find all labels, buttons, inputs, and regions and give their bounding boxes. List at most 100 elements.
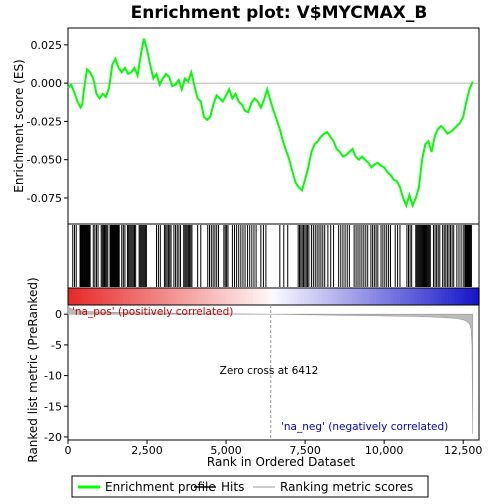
x-tick-label: 2,500: [131, 444, 163, 457]
hits-group: [72, 225, 472, 287]
rank-color-cell: [413, 288, 418, 305]
legend-label: Hits: [221, 480, 244, 494]
es-y-tick-label: -0.075: [27, 192, 62, 205]
rank-color-cell: [328, 288, 333, 305]
rank-color-cell: [181, 288, 186, 305]
rank-color-cell: [167, 288, 172, 305]
rank-color-cell: [403, 288, 408, 305]
es-y-tick-label: -0.025: [27, 115, 62, 128]
x-tick-label: 7,500: [289, 444, 321, 457]
es-y-tick-label: 0.025: [31, 39, 63, 52]
x-axis-ticks: 0 2,500 5,000 7,500 10,000 12,500: [65, 440, 483, 457]
rank-color-cell: [228, 288, 233, 305]
rank-color-cell: [314, 288, 319, 305]
rank-color-cell: [184, 288, 189, 305]
rank-color-cell: [95, 288, 100, 305]
rank-color-cell: [177, 288, 182, 305]
rank-color-cell: [342, 288, 347, 305]
rank-color-cell: [160, 288, 165, 305]
rank-color-cell: [163, 288, 168, 305]
rank-color-cell: [187, 288, 192, 305]
rank-color-cell: [455, 288, 460, 305]
chart-title: Enrichment plot: V$MYCMAX_B: [131, 3, 428, 23]
rank-color-cell: [85, 288, 90, 305]
zero-cross-label: Zero cross at 6412: [220, 365, 319, 377]
rank-color-cell: [287, 288, 292, 305]
rank-color-cell: [150, 288, 155, 305]
rank-color-cell: [448, 288, 453, 305]
rank-color-cell: [348, 288, 353, 305]
legend: Enrichment profile Hits Ranking metric sco…: [78, 480, 413, 494]
metric-y-axis-label: Ranked list metric (PreRanked): [26, 277, 40, 462]
rank-color-cell: [441, 288, 446, 305]
rank-color-cell: [139, 288, 144, 305]
metric-y-tick-label: -5: [51, 339, 62, 352]
rank-color-cell: [400, 288, 405, 305]
rank-color-cell: [355, 288, 360, 305]
rank-color-cell: [376, 288, 381, 305]
rank-color-cell: [475, 288, 480, 305]
rank-color-cell: [153, 288, 158, 305]
rank-color-cell: [71, 288, 76, 305]
rank-color-cell: [437, 288, 442, 305]
rank-color-cell: [242, 288, 247, 305]
x-tick-label: 0: [65, 444, 72, 457]
ranking-metric-area: [67, 304, 473, 434]
rank-color-cell: [365, 288, 370, 305]
rank-color-cell: [235, 288, 240, 305]
rank-color-cell: [78, 288, 83, 305]
na-neg-label: 'na_neg' (negatively correlated): [281, 421, 448, 433]
rank-color-cell: [369, 288, 374, 305]
rank-color-cell: [427, 288, 432, 305]
rank-color-cell: [410, 288, 415, 305]
rank-color-cell: [205, 288, 210, 305]
rank-color-cell: [283, 288, 288, 305]
x-tick-label: 12,500: [444, 444, 483, 457]
rank-color-cell: [345, 288, 350, 305]
rank-color-cell: [396, 288, 401, 305]
rank-color-cell: [263, 288, 268, 305]
rank-color-cell: [383, 288, 388, 305]
rank-color-cell: [68, 288, 73, 305]
rank-color-cell: [129, 288, 134, 305]
rank-color-cell: [115, 288, 120, 305]
rank-color-cell: [194, 288, 199, 305]
x-tick-label: 5,000: [210, 444, 242, 457]
rank-color-cell: [259, 288, 264, 305]
rank-color-cell: [472, 288, 477, 305]
rank-color-cell: [81, 288, 86, 305]
rank-color-cell: [379, 288, 384, 305]
rank-color-cell: [266, 288, 271, 305]
rank-color-cell: [102, 288, 107, 305]
es-y-tick-label: -0.050: [27, 154, 62, 167]
es-y-tick-label: 0.000: [31, 77, 63, 90]
rank-color-bar: [68, 288, 480, 305]
rank-color-cell: [458, 288, 463, 305]
legend-label: Ranking metric scores: [280, 480, 413, 494]
rank-color-cell: [174, 288, 179, 305]
rank-color-cell: [252, 288, 257, 305]
rank-color-cell: [307, 288, 312, 305]
metric-y-tick-label: -10: [44, 370, 62, 383]
rank-color-cell: [468, 288, 473, 305]
rank-color-cell: [331, 288, 336, 305]
rank-color-cell: [198, 288, 203, 305]
rank-color-cell: [311, 288, 316, 305]
rank-color-cell: [304, 288, 309, 305]
rank-color-cell: [246, 288, 251, 305]
rank-color-cell: [208, 288, 213, 305]
rank-color-cell: [88, 288, 93, 305]
rank-color-cell: [424, 288, 429, 305]
rank-color-cell: [256, 288, 261, 305]
rank-color-cell: [218, 288, 223, 305]
rank-color-cell: [324, 288, 329, 305]
metric-y-tick-label: -20: [44, 431, 62, 444]
rank-color-cell: [280, 288, 285, 305]
rank-color-cell: [297, 288, 302, 305]
rank-color-cell: [431, 288, 436, 305]
rank-color-cell: [420, 288, 425, 305]
legend-label: Enrichment profile: [105, 480, 216, 494]
rank-color-cell: [143, 288, 148, 305]
